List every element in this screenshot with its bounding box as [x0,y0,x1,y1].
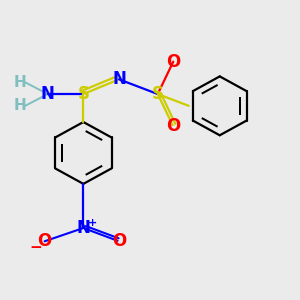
Text: N: N [112,70,126,88]
Text: N: N [76,219,90,237]
Text: H: H [14,75,27,90]
Text: −: − [29,240,42,255]
Text: O: O [112,232,126,250]
Text: H: H [14,98,27,113]
Text: O: O [38,232,52,250]
Text: O: O [166,53,180,71]
Text: S: S [77,85,89,103]
Text: O: O [166,117,180,135]
Text: N: N [41,85,55,103]
Text: S: S [152,85,164,103]
Text: +: + [87,218,97,228]
